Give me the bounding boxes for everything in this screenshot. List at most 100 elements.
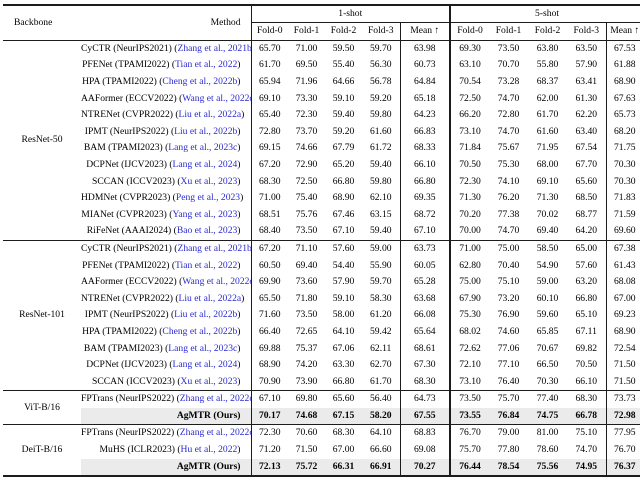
citation-link[interactable]: Lang et al., 2024 bbox=[172, 359, 238, 371]
score-cell: 58.30 bbox=[369, 292, 392, 304]
citation-link[interactable]: Yang et al., 2023 bbox=[172, 208, 238, 220]
method-name: NTRENet (CVPR2022) bbox=[81, 292, 173, 304]
score-cell: 66.80 bbox=[399, 173, 451, 191]
backbone-label: ResNet-50 bbox=[21, 134, 63, 146]
table-row: IPMT (NeurIPS2022) (Liu et al., 2022b) 72… bbox=[3, 123, 640, 141]
citation-link[interactable]: Lang et al., 2023c bbox=[168, 342, 238, 354]
score-cell: 75.70 bbox=[489, 390, 529, 408]
method-label: NTRENet (CVPR2022) (Liu et al., 2022a) bbox=[81, 109, 245, 121]
method-label: SCCAN (ICCV2023) (Xu et al., 2023) bbox=[92, 175, 241, 187]
method-label: BAM (TPAMI2023) (Lang et al., 2023c) bbox=[83, 342, 241, 354]
citation-link[interactable]: Lang et al., 2023c bbox=[168, 142, 238, 154]
score-cell: 68.90 bbox=[605, 323, 640, 341]
score-cell: 74.70 bbox=[497, 125, 520, 137]
score-cell: 70.30 bbox=[605, 156, 640, 174]
score-cell: 69.30 bbox=[449, 40, 490, 58]
method-label: BAM (TPAMI2023) (Lang et al., 2023c) bbox=[83, 142, 241, 154]
score-cell: 63.68 bbox=[399, 290, 451, 308]
score-cell: 71.00 bbox=[250, 190, 288, 207]
table-row: NTRENet (CVPR2022) (Liu et al., 2022a) 65… bbox=[3, 107, 640, 124]
score-cell: 72.30 bbox=[449, 173, 490, 191]
table-row: HPA (TPAMI2022) (Cheng et al., 2022b) 65.… bbox=[3, 74, 640, 91]
score-cell: 66.91 bbox=[362, 458, 400, 477]
score-cell: 72.10 bbox=[449, 357, 490, 374]
score-cell: 70.17 bbox=[250, 407, 288, 425]
score-cell: 59.70 bbox=[369, 276, 392, 288]
citation-link[interactable]: Xu et al., 2023 bbox=[180, 375, 238, 387]
citation-link[interactable]: Liu et al., 2022b bbox=[174, 309, 238, 321]
score-cell: 77.40 bbox=[528, 390, 568, 408]
backbone-label: ViT-B/16 bbox=[3, 390, 81, 425]
citation-link[interactable]: Tian et al., 2022 bbox=[175, 259, 238, 271]
citation-link[interactable]: Xu et al., 2023 bbox=[180, 175, 238, 187]
citation-link[interactable]: Lang et al., 2024 bbox=[172, 158, 238, 170]
score-cell: 74.70 bbox=[575, 444, 598, 456]
score-cell: 64.73 bbox=[399, 390, 451, 408]
score-cell: 59.40 bbox=[369, 158, 392, 170]
score-cell: 69.35 bbox=[399, 190, 451, 207]
score-cell: 76.20 bbox=[497, 192, 520, 204]
score-cell: 66.83 bbox=[399, 123, 451, 141]
table-row: IPMT (NeurIPS2022) (Liu et al., 2022b) 71… bbox=[3, 307, 640, 324]
score-cell: 57.90 bbox=[332, 276, 355, 288]
score-cell: 66.80 bbox=[575, 292, 598, 304]
score-cell: 72.54 bbox=[605, 340, 640, 358]
score-cell: 61.70 bbox=[369, 375, 392, 387]
table-row: DeiT-B/16 FPTrans (NeurIPS2022) (Zhang et… bbox=[3, 424, 640, 477]
score-cell: 64.10 bbox=[362, 424, 400, 443]
citation-link[interactable]: Liu et al., 2022a bbox=[178, 109, 242, 121]
score-cell: 69.90 bbox=[250, 274, 288, 291]
score-cell: 72.98 bbox=[605, 407, 640, 425]
citation-link[interactable]: Bao et al., 2023 bbox=[176, 225, 238, 237]
score-cell: 59.42 bbox=[369, 325, 392, 337]
citation-link[interactable]: Peng et al., 2023 bbox=[175, 192, 241, 204]
score-cell: 66.40 bbox=[250, 323, 288, 341]
score-cell: 77.06 bbox=[497, 342, 520, 354]
citation-link[interactable]: Hu et al., 2022 bbox=[180, 444, 238, 456]
citation-link[interactable]: Zhang et al., 2022c bbox=[179, 427, 251, 439]
score-cell: 73.90 bbox=[295, 375, 318, 387]
header-1-shot: 1-shot bbox=[250, 5, 451, 24]
citation-link[interactable]: Tian et al., 2022 bbox=[175, 59, 238, 71]
score-cell: 67.11 bbox=[575, 325, 597, 337]
score-cell: 61.72 bbox=[369, 142, 392, 154]
score-cell: 59.00 bbox=[362, 239, 400, 258]
method-name: SCCAN (ICCV2023) bbox=[92, 175, 175, 187]
score-cell: 59.60 bbox=[536, 309, 559, 321]
score-cell: 70.50 bbox=[575, 359, 598, 371]
score-cell: 56.30 bbox=[369, 59, 392, 71]
citation-link[interactable]: Zhang et al., 2021b bbox=[177, 242, 251, 254]
score-cell: 65.40 bbox=[250, 107, 288, 124]
score-cell: 54.40 bbox=[332, 259, 355, 271]
score-cell: 71.50 bbox=[295, 444, 318, 456]
score-cell: 71.00 bbox=[295, 42, 318, 54]
method-name: IPMT (NeurIPS2022) bbox=[84, 125, 169, 137]
backbone-label: ResNet-101 bbox=[3, 239, 81, 391]
score-cell: 73.30 bbox=[295, 92, 318, 104]
score-cell: 65.64 bbox=[399, 323, 451, 341]
score-cell: 70.60 bbox=[288, 424, 325, 443]
citation-link[interactable]: Zhang et al., 2022c bbox=[179, 393, 251, 405]
score-cell: 68.33 bbox=[399, 140, 451, 157]
score-cell: 63.41 bbox=[575, 76, 598, 87]
score-cell: 67.10 bbox=[399, 223, 451, 241]
citation-link[interactable]: Cheng et al., 2022b bbox=[162, 325, 238, 337]
citation-link[interactable]: Liu et al., 2022b bbox=[174, 125, 238, 137]
method-label: IPMT (NeurIPS2022) (Liu et al., 2022b) bbox=[84, 125, 241, 137]
header-fold2-1shot: Fold-2 bbox=[325, 22, 362, 41]
citation-link[interactable]: Wang et al., 2022d bbox=[182, 276, 251, 288]
citation-link[interactable]: Cheng et al., 2022b bbox=[162, 76, 238, 87]
method-label: FPTrans (NeurIPS2022) (Zhang et al., 202… bbox=[81, 424, 251, 443]
score-cell: 70.67 bbox=[536, 342, 559, 354]
header-fold0-1shot: Fold-0 bbox=[250, 22, 288, 41]
table-row: NTRENet (CVPR2022) (Liu et al., 2022a) 65… bbox=[3, 290, 640, 308]
score-cell: 61.60 bbox=[536, 125, 559, 137]
citation-link[interactable]: Wang et al., 2022d bbox=[182, 92, 251, 104]
citation-link[interactable]: Liu et al., 2022a bbox=[178, 292, 242, 304]
citation-link[interactable]: Zhang et al., 2021b bbox=[177, 42, 251, 54]
score-cell: 75.72 bbox=[288, 458, 325, 477]
score-cell: 70.30 bbox=[536, 375, 559, 387]
score-cell: 76.44 bbox=[449, 458, 490, 477]
score-cell: 63.98 bbox=[399, 40, 451, 58]
score-cell: 75.00 bbox=[489, 239, 529, 258]
